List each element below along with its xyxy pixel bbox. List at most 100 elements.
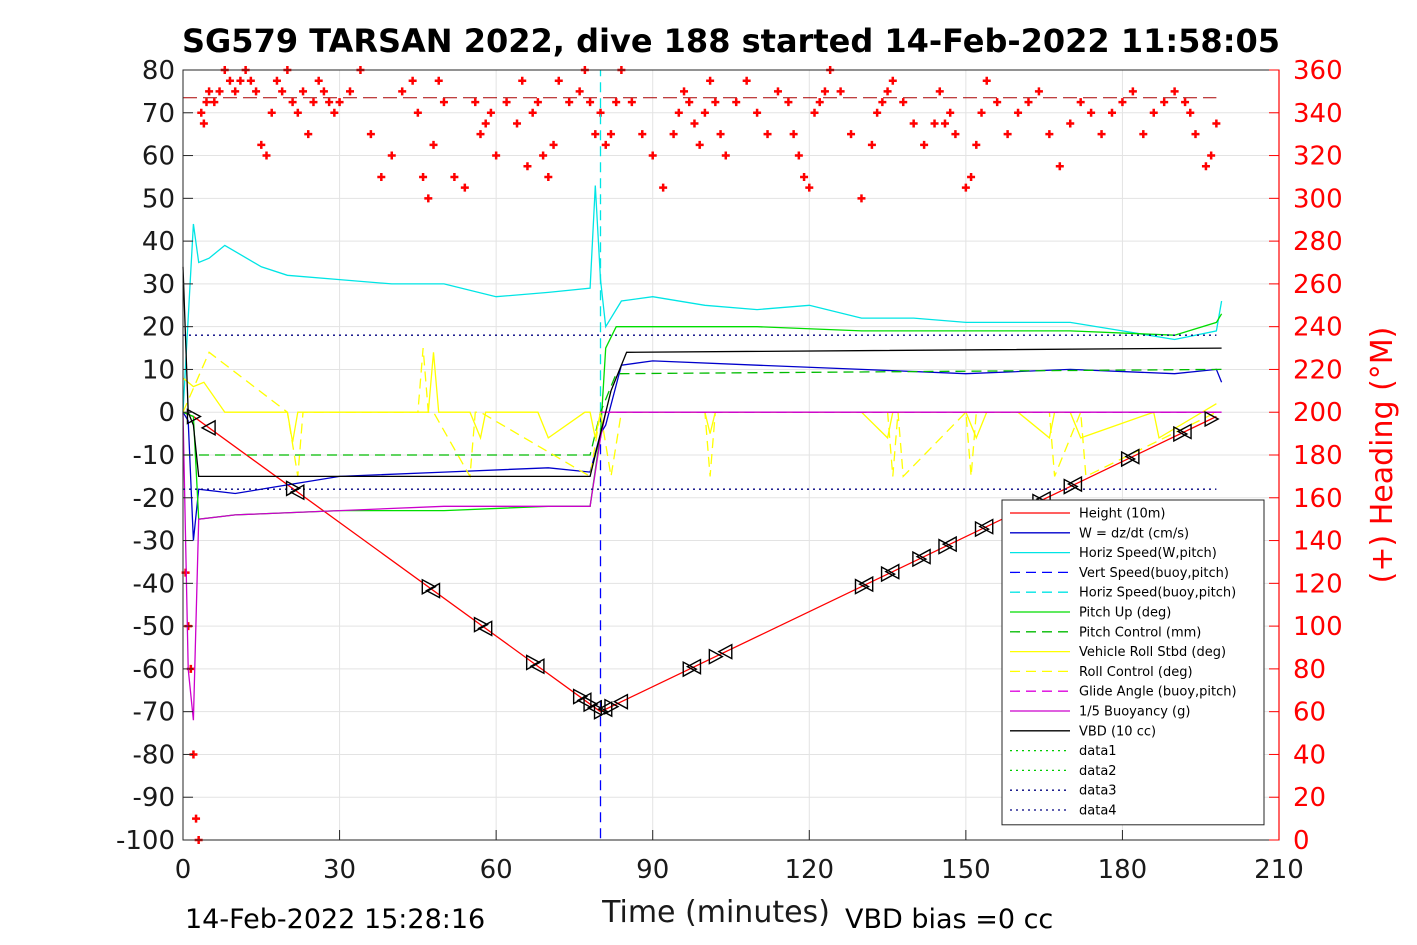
series-line-11: [182, 266, 1222, 478]
heading-point: [202, 98, 211, 107]
heading-point: [1014, 108, 1023, 117]
legend-label: data3: [1079, 784, 1117, 799]
heading-point: [1045, 130, 1054, 139]
y-right-tick-label: 0: [1293, 826, 1310, 856]
heading-point: [685, 98, 694, 107]
marker-triangle: [941, 535, 957, 553]
chart-title: SG579 TARSAN 2022, dive 188 started 14-F…: [182, 22, 1280, 60]
heading-point: [325, 98, 334, 107]
heading-point: [1201, 162, 1210, 171]
heading-point: [690, 119, 699, 128]
legend-label: VBD (10 cc): [1079, 724, 1156, 739]
y-right-tick-label: 160: [1293, 484, 1343, 514]
heading-point: [899, 98, 908, 107]
heading-point: [319, 87, 328, 96]
legend-label: data4: [1079, 804, 1117, 819]
heading-point: [533, 98, 542, 107]
y-right-tick-label: 240: [1293, 313, 1343, 343]
y-right-tick-label: 60: [1293, 698, 1326, 728]
marker-triangle: [858, 575, 874, 593]
heading-point: [601, 140, 610, 149]
heading-point: [627, 98, 636, 107]
heading-point: [1128, 87, 1137, 96]
y-right-tick-label: 220: [1293, 355, 1343, 385]
heading-point: [513, 119, 522, 128]
heading-point: [346, 87, 355, 96]
heading-point: [481, 119, 490, 128]
x-tick-label: 210: [1254, 855, 1304, 885]
heading-point: [674, 108, 683, 117]
heading-point: [419, 172, 428, 181]
legend-label: W = dz/dt (cm/s): [1079, 526, 1189, 541]
heading-point: [1066, 119, 1075, 128]
y-tick-label: 30: [142, 270, 175, 300]
heading-point: [330, 108, 339, 117]
heading-point: [262, 151, 271, 160]
y-tick-label: 10: [142, 355, 175, 385]
heading-point: [1139, 130, 1148, 139]
marker-triangle: [285, 480, 302, 497]
heading-point: [935, 87, 944, 96]
heading-point: [967, 172, 976, 181]
y-tick-label: 40: [142, 227, 175, 257]
heading-point: [638, 130, 647, 139]
heading-point: [518, 76, 527, 85]
y-right-tick-label: 300: [1293, 184, 1343, 214]
heading-point: [387, 151, 396, 160]
heading-point: [429, 140, 438, 149]
heading-point: [199, 119, 208, 128]
marker-triangle: [612, 693, 629, 710]
heading-point: [857, 194, 866, 203]
heading-point: [753, 108, 762, 117]
heading-point: [742, 76, 751, 85]
heading-point: [716, 130, 725, 139]
y-tick-label: -40: [133, 569, 175, 599]
marker-triangle: [915, 548, 931, 565]
marker-triangle: [1066, 475, 1083, 493]
legend-label: Pitch Control (mm): [1079, 625, 1201, 640]
y-tick-label: -60: [133, 655, 175, 685]
heading-point: [648, 151, 657, 160]
heading-point: [398, 87, 407, 96]
y-tick-label: -50: [133, 612, 175, 642]
heading-point: [575, 87, 584, 96]
marker-triangle: [525, 654, 542, 671]
heading-point: [236, 76, 245, 85]
y-right-tick-label: 260: [1293, 270, 1343, 300]
marker-triangle: [477, 620, 493, 637]
y-right-tick-label: 100: [1293, 612, 1343, 642]
marker-triangle: [421, 578, 437, 595]
heading-point: [1024, 98, 1033, 107]
marker-triangle: [425, 582, 441, 599]
heading-point: [784, 98, 793, 107]
heading-point: [565, 98, 574, 107]
heading-point: [299, 87, 308, 96]
y-right-tick-label: 280: [1293, 227, 1343, 257]
heading-point: [805, 183, 814, 192]
heading-point: [377, 172, 386, 181]
y-right-tick-label: 80: [1293, 655, 1326, 685]
heading-point: [231, 87, 240, 96]
y-tick-label: -30: [133, 527, 175, 557]
heading-point: [1181, 98, 1190, 107]
heading-point: [873, 108, 882, 117]
heading-point: [272, 76, 281, 85]
heading-layer: [181, 66, 1221, 844]
heading-point: [252, 87, 261, 96]
heading-point: [951, 130, 960, 139]
heading-point: [867, 140, 876, 149]
heading-point: [215, 87, 224, 96]
heading-point: [539, 151, 548, 160]
heading-point: [554, 76, 563, 85]
y-tick-label: -80: [133, 740, 175, 770]
legend-label: data2: [1079, 764, 1117, 779]
legend-label: Vehicle Roll Stbd (deg): [1079, 645, 1226, 660]
heading-point: [293, 108, 302, 117]
legend-label: Horiz Speed(W,pitch): [1079, 546, 1217, 561]
heading-point: [612, 98, 621, 107]
marker-triangle: [884, 563, 900, 580]
heading-point: [847, 130, 856, 139]
x-tick-label: 60: [480, 855, 513, 885]
